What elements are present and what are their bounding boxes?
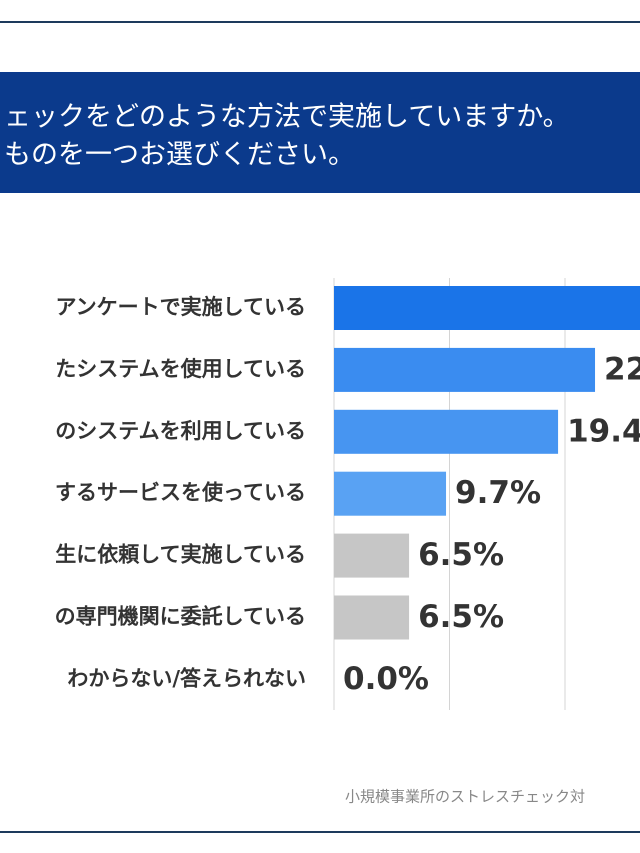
bar [334, 471, 447, 516]
category-label: たシステムを使用している [55, 357, 306, 381]
category-label: アンケートで実施している [55, 295, 306, 319]
category-label: わからない/答えられない [67, 666, 306, 690]
category-label: 生に依頼して実施している [55, 543, 306, 567]
value-label: 9.7% [455, 475, 541, 511]
title-line: ものを一つお選びください。 [4, 140, 355, 171]
bar [334, 533, 410, 578]
category-label: するサービスを使っている [55, 481, 306, 505]
source: 小規模事業所のストレスチェック対 [345, 788, 585, 806]
title-band [0, 72, 640, 193]
category-label: の専門機関に委託している [55, 605, 306, 629]
value-label: 0.0% [343, 661, 429, 697]
value-label: 6.5% [418, 599, 504, 635]
category-label: のシステムを利用している [55, 419, 306, 443]
value-label: 19.4% [567, 413, 640, 449]
value-label: 6.5% [418, 537, 504, 573]
bar [334, 347, 596, 392]
bar [334, 409, 559, 454]
bar [334, 595, 410, 640]
value-label: 22.6% [604, 351, 640, 387]
title-line: ェックをどのような方法で実施していますか。 [4, 102, 570, 133]
bar [334, 286, 640, 330]
